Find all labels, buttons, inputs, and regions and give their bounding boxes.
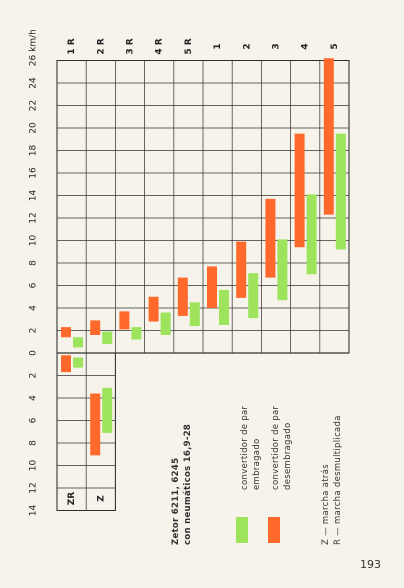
- notes: Z — marcha atrás R — marcha desmultiplic…: [320, 385, 344, 545]
- range-bar: [61, 327, 71, 338]
- y-tick-label: 2: [29, 328, 39, 334]
- range-bar: [219, 290, 229, 325]
- range-bar: [102, 331, 113, 344]
- category-label: 1: [213, 43, 223, 49]
- category-label: 1 R: [67, 38, 77, 54]
- reverse-category-label: Z: [96, 495, 106, 502]
- range-bar: [119, 311, 130, 330]
- y-tick-label: 26: [29, 55, 39, 67]
- page-number: 193: [360, 558, 381, 571]
- range-bar: [323, 58, 334, 215]
- range-bar: [189, 302, 200, 326]
- unit-label: km/h: [29, 29, 39, 52]
- reverse-category-label: ZR: [67, 492, 77, 506]
- range-bar: [277, 239, 288, 301]
- y-tick-label: 18: [29, 145, 39, 157]
- y-tick-label: 8: [29, 260, 39, 266]
- y-tick-label: 2: [29, 373, 39, 379]
- legend-swatch: [268, 517, 280, 543]
- note: R — marcha desmultiplicada: [333, 415, 343, 545]
- category-label: 5 R: [184, 38, 194, 54]
- category-label: 3 R: [126, 38, 136, 54]
- category-label: 2 R: [96, 38, 106, 54]
- range-bar: [306, 194, 317, 275]
- y-tick-label: 4: [29, 395, 39, 401]
- chart-subtitle: con neumáticos 16,9-28: [183, 423, 193, 545]
- category-label: 2: [242, 43, 252, 49]
- range-bar: [177, 277, 188, 316]
- y-tick-label: 4: [29, 305, 39, 311]
- category-label: 4: [301, 43, 311, 49]
- legend-label: convertidor de par desembragado: [271, 405, 293, 490]
- legend-label: convertidor de par embragado: [240, 405, 262, 490]
- y-tick-label: 14: [29, 505, 39, 517]
- range-bar: [73, 337, 83, 348]
- note: Z — marcha atrás: [321, 464, 331, 545]
- range-bar: [265, 198, 276, 278]
- title-block: Zetor 6211, 6245 con neumáticos 16,9-28: [170, 415, 194, 545]
- range-bar: [335, 133, 346, 250]
- y-tick-label: 20: [29, 122, 39, 134]
- legend-swatch: [236, 517, 248, 543]
- range-bar: [160, 312, 171, 335]
- y-tick-label: 12: [29, 212, 39, 223]
- y-tick-label: 10: [29, 460, 39, 472]
- y-tick-label: 0: [29, 350, 39, 356]
- chart-title: Zetor 6211, 6245: [171, 457, 181, 545]
- y-tick-label: 8: [29, 440, 39, 446]
- y-tick-label: 12: [29, 482, 39, 493]
- y-tick-label: 24: [29, 77, 39, 89]
- range-bar: [90, 320, 101, 335]
- y-tick-label: 10: [29, 235, 39, 247]
- category-label: 3: [272, 43, 282, 49]
- range-bar: [148, 296, 159, 322]
- y-tick-label: 22: [29, 100, 39, 111]
- category-label: 5: [330, 43, 340, 49]
- range-bar: [207, 266, 217, 308]
- y-tick-label: 14: [29, 190, 39, 202]
- reverse-range-bar: [73, 357, 83, 368]
- reverse-range-bar: [90, 393, 101, 456]
- reverse-range-bar: [61, 355, 71, 373]
- y-tick-label: 6: [29, 417, 39, 423]
- range-bar: [248, 273, 259, 319]
- range-bar: [236, 241, 247, 298]
- reverse-range-bar: [102, 387, 113, 433]
- category-label: 4 R: [155, 38, 165, 54]
- y-tick-label: 16: [29, 167, 39, 179]
- range-bar: [131, 327, 142, 340]
- range-bar: [294, 133, 305, 248]
- y-tick-label: 6: [29, 282, 39, 288]
